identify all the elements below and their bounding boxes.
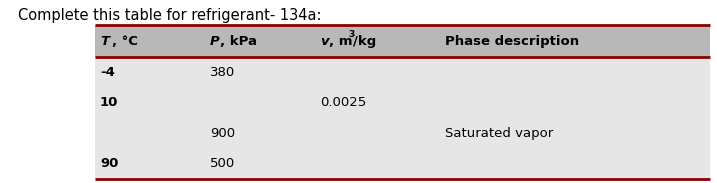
Text: , m: , m	[329, 35, 353, 48]
Text: /kg: /kg	[353, 35, 376, 48]
Text: P: P	[210, 35, 219, 48]
Text: 380: 380	[210, 66, 235, 79]
Text: 900: 900	[210, 127, 235, 140]
Text: , kPa: , kPa	[221, 35, 257, 48]
Bar	[95, 25, 710, 57]
Text: Saturated vapor: Saturated vapor	[445, 127, 554, 140]
Text: Phase description: Phase description	[445, 35, 579, 48]
Text: -4: -4	[100, 66, 115, 79]
Text: 0.0025: 0.0025	[320, 96, 366, 109]
Text: 3: 3	[348, 30, 355, 39]
Bar	[95, 25, 710, 179]
Text: , °C: , °C	[112, 35, 138, 48]
Text: Complete this table for refrigerant- 134a:: Complete this table for refrigerant- 134…	[18, 8, 321, 23]
Text: v: v	[320, 35, 328, 48]
Text: 500: 500	[210, 157, 235, 170]
Text: 10: 10	[100, 96, 118, 109]
Text: 90: 90	[100, 157, 118, 170]
Text: T: T	[100, 35, 109, 48]
